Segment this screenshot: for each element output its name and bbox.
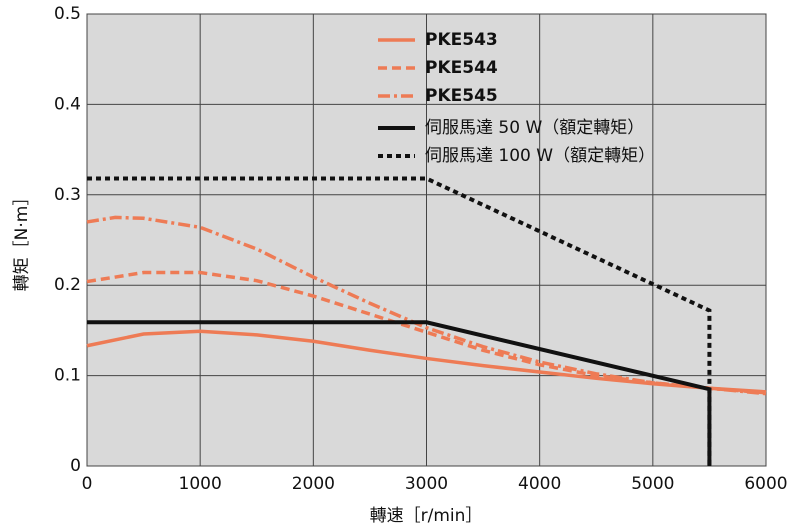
y-tick-label: 0.4 [54,94,81,114]
y-axis-title: 轉矩［N·m］ [12,189,32,292]
legend-label: 伺服馬達 100 W（額定轉矩） [425,146,655,166]
y-tick-label: 0.1 [54,366,81,386]
x-tick-label: 4000 [518,474,561,494]
legend-label: PKE544 [425,58,498,78]
y-tick-label: 0.3 [54,185,81,205]
legend-label: PKE545 [425,86,498,106]
series-line [87,176,712,466]
series-line [86,270,767,395]
x-tick-label: 5000 [631,474,674,494]
x-tick-label: 1000 [179,474,222,494]
x-tick-label: 3000 [405,474,448,494]
x-tick-label: 6000 [744,474,787,494]
y-tick-label: 0 [70,456,81,476]
x-tick-label: 2000 [292,474,335,494]
y-tick-label: 0.5 [54,4,81,24]
series-line [86,215,767,396]
legend-label: PKE543 [425,30,498,50]
x-tick-label: 0 [82,474,93,494]
legend-label: 伺服馬達 50 W（額定轉矩） [425,118,644,138]
x-axis-title: 轉速［r/min］ [370,506,483,526]
y-tick-label: 0.2 [54,275,81,295]
